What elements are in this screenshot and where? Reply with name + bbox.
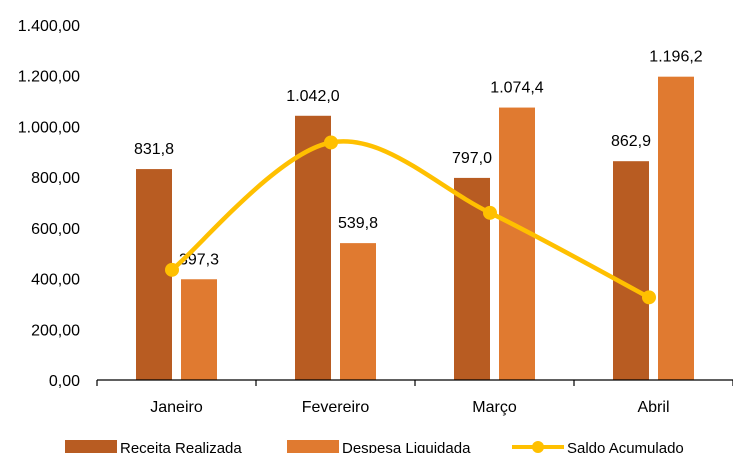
y-tick-label: 1.200,00 <box>18 69 80 86</box>
data-label: 1.042,0 <box>286 88 339 105</box>
bar-despesa <box>499 107 535 380</box>
y-tick-label: 600,00 <box>31 221 80 238</box>
legend-swatch <box>65 440 117 453</box>
x-tick-label: Fevereiro <box>302 399 370 416</box>
legend-label: Receita Realizada <box>120 440 242 453</box>
y-tick-label: 800,00 <box>31 170 80 187</box>
bar-despesa <box>181 279 217 380</box>
legend-marker <box>532 441 544 453</box>
saldo-point <box>165 262 179 277</box>
y-tick-label: 400,00 <box>31 272 80 289</box>
y-tick-label: 0,00 <box>49 373 80 390</box>
legend-swatch <box>287 440 339 453</box>
x-tick-label: Janeiro <box>150 399 203 416</box>
y-axis-tick-labels: 0,00 200,00 400,00 600,00 800,00 1.000,00 1.20… <box>18 18 80 390</box>
x-tick-label: Março <box>472 399 517 416</box>
legend-label: Despesa Liquidada <box>342 440 471 453</box>
x-axis-tick-labels: Janeiro Fevereiro Março Abril <box>150 399 669 416</box>
y-tick-label: 1.000,00 <box>18 119 80 136</box>
y-tick-label: 200,00 <box>31 322 80 339</box>
saldo-point <box>324 135 338 150</box>
data-label: 1.196,2 <box>649 49 702 66</box>
data-label: 1.074,4 <box>490 80 543 97</box>
data-label: 831,8 <box>134 141 174 158</box>
bar-series-group <box>136 76 694 381</box>
data-label: 862,9 <box>611 133 651 150</box>
axes <box>96 379 733 386</box>
bar-despesa <box>658 76 694 380</box>
line-series-group <box>165 135 656 305</box>
data-label: 539,8 <box>338 215 378 232</box>
x-tick-label: Abril <box>637 399 669 416</box>
bar-despesa <box>340 243 376 380</box>
data-label: 797,0 <box>452 150 492 167</box>
saldo-point <box>483 205 497 220</box>
bar-receita <box>136 169 172 380</box>
legend: Receita Realizada Despesa Liquidada Saldo … <box>65 440 684 457</box>
bar-receita <box>295 115 331 381</box>
data-labels: 831,81.042,0797,0862,9397,3539,81.074,41… <box>134 49 703 269</box>
saldo-line <box>169 139 652 300</box>
bar-receita <box>613 161 649 380</box>
legend-label: Saldo Acumulado <box>567 440 684 453</box>
saldo-point <box>642 290 656 305</box>
y-tick-label: 1.400,00 <box>18 18 80 35</box>
